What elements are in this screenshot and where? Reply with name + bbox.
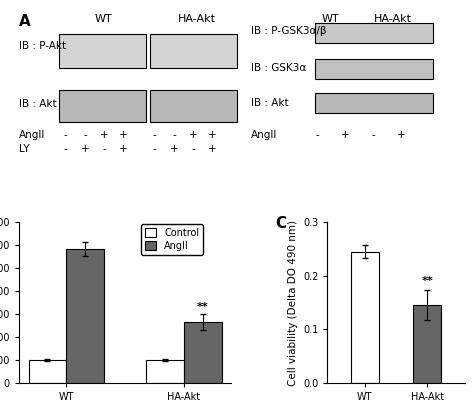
Text: LY: LY	[19, 144, 29, 154]
Text: -: -	[83, 130, 87, 140]
Text: +: +	[189, 130, 198, 140]
Text: +: +	[397, 130, 406, 140]
Text: +: +	[119, 144, 128, 154]
Text: -: -	[153, 130, 157, 140]
Bar	[184, 322, 222, 383]
FancyBboxPatch shape	[150, 35, 237, 68]
Text: -: -	[316, 130, 319, 140]
Text: -: -	[191, 144, 195, 154]
Text: +: +	[208, 130, 217, 140]
Bar	[146, 360, 184, 383]
Text: +: +	[170, 144, 178, 154]
Text: -: -	[153, 144, 157, 154]
Text: IB : P-GSK3α/β: IB : P-GSK3α/β	[251, 27, 326, 37]
Text: C: C	[275, 216, 286, 231]
Text: **: **	[197, 302, 209, 312]
FancyBboxPatch shape	[59, 90, 146, 122]
Text: AngII: AngII	[19, 130, 46, 140]
Text: -: -	[172, 130, 176, 140]
Text: WT: WT	[322, 14, 340, 24]
Text: WT: WT	[95, 14, 112, 24]
Bar	[28, 360, 66, 383]
Bar	[413, 305, 441, 383]
Text: -: -	[64, 130, 68, 140]
Text: HA-Akt: HA-Akt	[374, 14, 412, 24]
FancyBboxPatch shape	[315, 59, 433, 79]
Text: **: **	[421, 276, 433, 286]
Legend: Control, AngII: Control, AngII	[141, 224, 203, 255]
Text: +: +	[119, 130, 128, 140]
Text: HA-Akt: HA-Akt	[178, 14, 216, 24]
FancyBboxPatch shape	[59, 35, 146, 68]
Text: IB : P-Akt: IB : P-Akt	[19, 41, 66, 51]
FancyBboxPatch shape	[315, 23, 433, 43]
Text: AngII: AngII	[251, 130, 277, 140]
Text: -: -	[64, 144, 68, 154]
Bar	[66, 249, 104, 383]
FancyBboxPatch shape	[315, 93, 433, 113]
Text: +: +	[100, 130, 109, 140]
Text: -: -	[102, 144, 106, 154]
Text: -: -	[372, 130, 375, 140]
Text: IB : GSK3α: IB : GSK3α	[251, 63, 306, 73]
Text: +: +	[81, 144, 89, 154]
Bar	[351, 252, 379, 383]
Text: IB : Akt: IB : Akt	[251, 98, 288, 108]
Y-axis label: Cell viability (Delta DO 490 nm): Cell viability (Delta DO 490 nm)	[288, 220, 298, 386]
Text: IB : Akt: IB : Akt	[19, 99, 56, 109]
Text: A: A	[19, 14, 31, 29]
FancyBboxPatch shape	[150, 90, 237, 122]
Text: +: +	[341, 130, 350, 140]
Text: +: +	[208, 144, 217, 154]
